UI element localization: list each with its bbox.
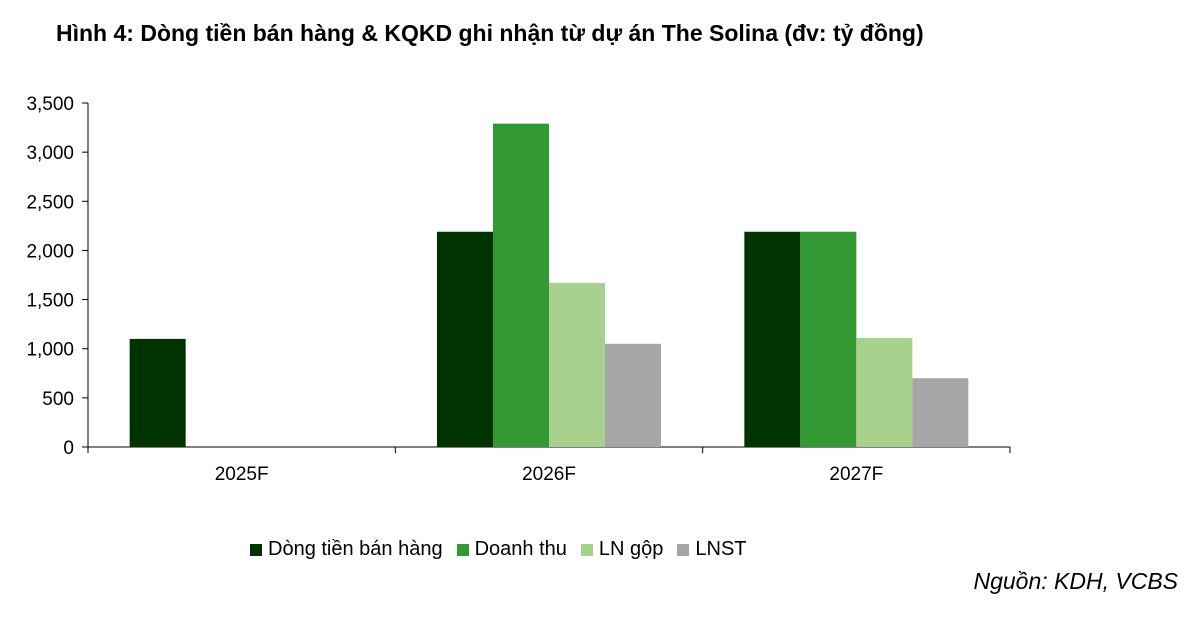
bar [744,231,801,447]
x-tick-label: 2025F [215,464,269,485]
x-tick-label: 2026F [522,464,576,485]
legend-label-dong-tien: Dòng tiền bán hàng [268,538,443,560]
y-tick-label: 1,500 [26,291,74,312]
legend-swatch-lnst [677,543,690,556]
bar [493,123,549,447]
x-tick-label: 2027F [829,464,883,485]
y-tick-label: 3,000 [26,143,74,164]
legend-item-dong-tien: Dòng tiền bán hàng [250,538,443,561]
bar [800,231,857,447]
chart-title: Hình 4: Dòng tiền bán hàng & KQKD ghi nh… [56,20,924,46]
y-tick-label: 1,000 [26,340,74,361]
legend-swatch-doanh-thu [456,543,469,556]
y-tick-label: 2,500 [26,192,74,213]
legend-item-ln-gop: LN gộp [580,538,664,561]
y-tick-label: 2,000 [26,241,74,262]
y-tick-label: 3,500 [26,94,74,115]
y-tick-label: 500 [42,389,74,410]
x-axis: 2025F 2026F 2027F [87,446,1011,485]
bar [912,378,969,447]
bar [856,337,913,447]
legend-swatch-dong-tien [250,543,262,556]
bar [129,338,186,447]
legend-item-lnst: LNST [677,538,747,561]
legend-label-ln-gop: LN gộp [598,538,664,560]
bars [129,123,969,447]
y-axis: 0 500 1,000 1,500 2,000 2,500 3,000 3,500 [26,94,89,459]
legend-label-lnst: LNST [695,538,747,560]
legend: Dòng tiền bán hàng Doanh thu LN gộp LNST [250,538,761,561]
bar [605,343,661,447]
bar [437,231,493,447]
bar [549,282,605,447]
legend-label-doanh-thu: Doanh thu [474,538,567,560]
legend-swatch-ln-gop [580,543,593,556]
y-tick-label: 0 [63,438,74,459]
legend-item-doanh-thu: Doanh thu [456,538,567,561]
source-note: Nguồn: KDH, VCBS [973,568,1178,594]
